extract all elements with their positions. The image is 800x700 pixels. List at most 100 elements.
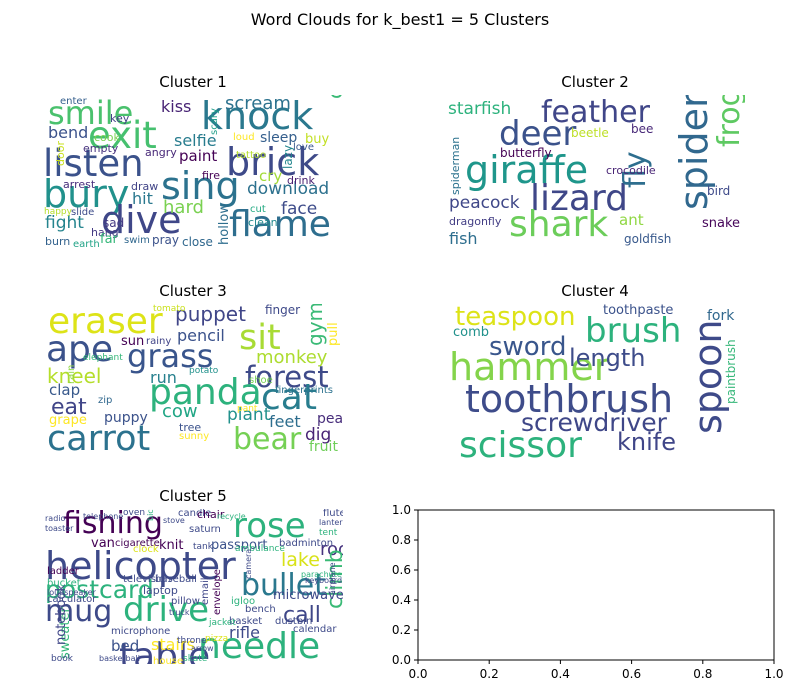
cluster-5-word: oven (123, 509, 146, 518)
cluster-1-word: smile (48, 95, 134, 132)
cluster-5-word: candle (178, 509, 212, 519)
cluster-2-word: bird (707, 184, 731, 198)
cluster-1-word: hard (163, 197, 204, 218)
cluster-5-word: keyboard (305, 576, 343, 585)
cluster-5-word: mug (45, 594, 113, 629)
cluster-1-word: flame (229, 204, 331, 245)
cluster-5-word: telephone (83, 512, 124, 521)
cluster-2-word: ant (619, 211, 644, 229)
cluster-5-word: arrow (191, 644, 214, 653)
cluster-3-word: dig (305, 425, 332, 445)
cluster-1-word: bend (48, 123, 89, 142)
cluster-4-word: toothbrush (465, 377, 674, 421)
cluster-3-word: sun (121, 334, 145, 349)
cluster-3-word: panda (149, 372, 262, 413)
cluster-2-word: lizard (530, 178, 628, 219)
cluster-1-word: fire (202, 169, 220, 182)
cluster-3-word: cat (261, 377, 317, 418)
y-tick-label: 0.6 (392, 563, 411, 577)
cluster-3-word: zip (98, 395, 113, 406)
cluster-5-word: ambulance (235, 544, 285, 554)
cluster-5-word: television (123, 574, 172, 585)
cluster-5-word: laptop (143, 584, 178, 597)
cluster-5-word: truck (169, 608, 190, 617)
cluster-3-word: elephant (83, 353, 123, 363)
cluster-1-word: selfie (174, 131, 217, 150)
cluster-2-word: goldfish (624, 232, 672, 246)
cluster-5-word: flute (323, 509, 343, 519)
cluster-1-word: empty (83, 142, 119, 155)
cluster-5-word: call (283, 603, 321, 628)
cluster-5-word: bench (245, 604, 276, 615)
cluster-3-word: shoe (249, 375, 273, 386)
cluster-5-word: bullet (241, 568, 326, 603)
cluster-5-word: stove (163, 516, 185, 525)
y-tick-label: 0.2 (392, 623, 411, 637)
cluster-3-word: kneel (47, 364, 102, 388)
cluster-3-word: run (150, 368, 177, 387)
cluster-1-word: earth (73, 239, 100, 250)
cluster-3-word: finger (265, 304, 301, 317)
cluster-5-word: passport (211, 538, 268, 553)
cluster-5-title: Cluster 5 (159, 487, 227, 505)
cluster-1-word: face (281, 199, 318, 219)
cluster-3-word: pant (237, 404, 258, 414)
cluster-2-word: dragonfly (449, 215, 502, 228)
cluster-5-word: cigarette (115, 538, 160, 549)
cluster-5-word: roof (320, 539, 343, 560)
cluster-5-word: postcard (45, 575, 154, 604)
cluster-1-title: Cluster 1 (159, 73, 227, 91)
cluster-1-word: download (247, 179, 330, 199)
cluster-3-word: eraser (48, 304, 163, 342)
cluster-1-word: dive (101, 198, 182, 242)
cluster-2-word: butterfly (500, 146, 552, 160)
cluster-3-word: tree (179, 421, 202, 434)
cluster-5-wordcloud: fishing rose helicopter bullet table needle mu… (43, 509, 343, 664)
cluster-5-word: toaster (45, 524, 74, 533)
cluster-1-word: sad (103, 216, 125, 230)
cluster-1-word: far (100, 232, 118, 247)
cluster-2-word: giraffe (465, 148, 589, 192)
cluster-1-word: scream (225, 95, 291, 114)
cluster-4-wordcloud: teaspoon brush toothpaste fork comb sword hamm… (445, 304, 745, 459)
cluster-5-word: bucket (47, 578, 81, 589)
cluster-4-title: Cluster 4 (561, 282, 629, 300)
cluster-2-word: crocodile (606, 164, 656, 177)
cluster-1-word: drink (287, 174, 315, 187)
cluster-1-word: happy (44, 207, 72, 217)
cluster-1-word: cut (250, 204, 266, 215)
cluster-1-word: clean (248, 216, 278, 229)
cluster-5-word: house (153, 656, 184, 665)
cluster-3-word: feet (269, 412, 301, 431)
cluster-2-word: peacock (449, 193, 520, 213)
cluster-2-wordcloud: starfish feather deer giraffe spider frog liza… (445, 95, 745, 250)
cluster-3-word: ape (46, 329, 114, 370)
cluster-5-word: table (119, 636, 211, 665)
cluster-5-word: jacket (209, 618, 236, 628)
cluster-3-word: monkey (256, 347, 328, 368)
cluster-1-word: key (110, 112, 130, 125)
cluster-3-word: potato (189, 366, 219, 376)
cluster-5-word: calendar (293, 624, 337, 635)
cluster-5-word: igloo (231, 596, 256, 607)
x-tick-label: 0.4 (551, 667, 570, 681)
cluster-1-word: hang (91, 226, 119, 239)
cluster-1-word: burn (45, 235, 71, 248)
cluster-2-word: starfish (448, 99, 512, 119)
cluster-3-word: pencil (177, 326, 225, 345)
cluster-3-word: puppet (175, 304, 246, 326)
x-tick-label: 0.0 (408, 667, 427, 681)
cluster-4-word: hammer (449, 345, 610, 389)
cluster-5-word: book (51, 654, 73, 664)
cluster-1-word: knock (201, 95, 314, 138)
cluster-4-word: length (569, 344, 646, 372)
cluster-1-word: sleep (260, 130, 298, 146)
cluster-1-wordcloud: smile knock exit listen brick sing bury dive fla… (43, 95, 343, 250)
cluster-3-word: fingerprints (275, 385, 333, 396)
y-tick-label: 0.8 (392, 533, 411, 547)
cluster-4-word: teaspoon (455, 304, 576, 332)
cluster-4-word: screwdriver (521, 408, 667, 437)
x-tick-label: 0.8 (693, 667, 712, 681)
cluster-2-title: Cluster 2 (561, 73, 629, 91)
